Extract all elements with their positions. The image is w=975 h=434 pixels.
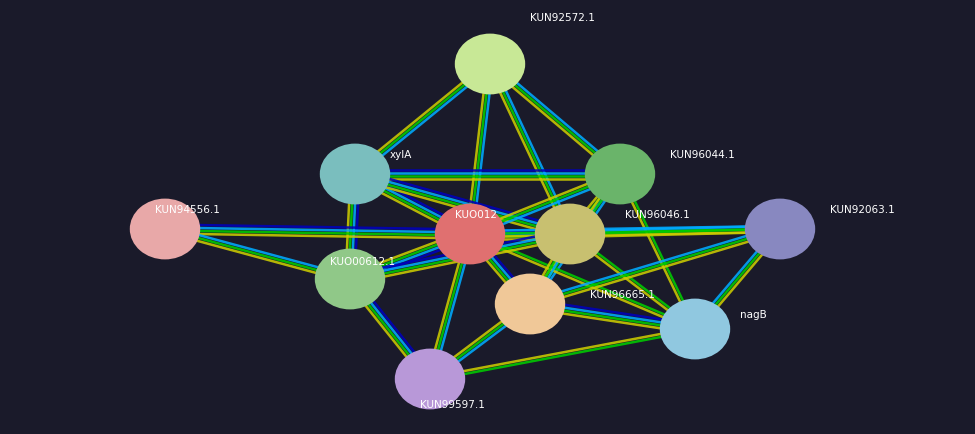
Ellipse shape: [494, 274, 566, 335]
Text: KUO00612.1: KUO00612.1: [330, 256, 395, 266]
Ellipse shape: [660, 299, 730, 360]
Ellipse shape: [745, 199, 815, 260]
Ellipse shape: [315, 249, 385, 310]
Text: KUO012: KUO012: [455, 210, 497, 220]
Text: nagB: nagB: [740, 309, 766, 319]
Text: KUN99597.1: KUN99597.1: [420, 399, 485, 409]
Ellipse shape: [130, 199, 200, 260]
Ellipse shape: [454, 35, 526, 95]
Ellipse shape: [320, 144, 390, 205]
Text: KUN92063.1: KUN92063.1: [830, 204, 895, 214]
Text: KUN96665.1: KUN96665.1: [590, 289, 655, 299]
Text: KUN94556.1: KUN94556.1: [155, 204, 220, 214]
Ellipse shape: [585, 144, 655, 205]
Ellipse shape: [435, 204, 505, 265]
Ellipse shape: [535, 204, 605, 265]
Text: KUN96044.1: KUN96044.1: [670, 150, 735, 160]
Text: xyIA: xyIA: [390, 150, 412, 160]
Text: KUN96046.1: KUN96046.1: [625, 210, 689, 220]
Text: KUN92572.1: KUN92572.1: [530, 13, 595, 23]
Ellipse shape: [395, 349, 465, 409]
